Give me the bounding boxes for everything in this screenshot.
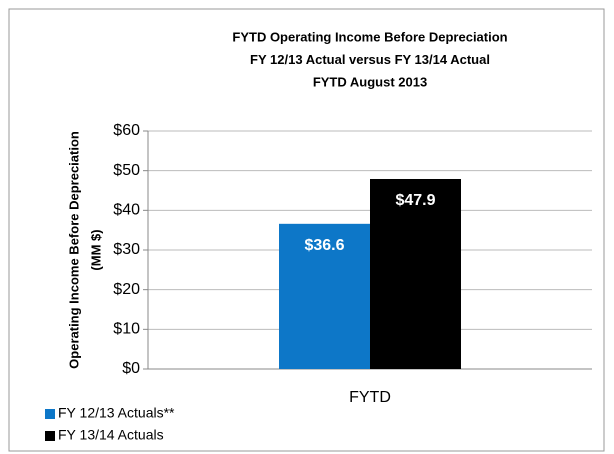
y-tick-label: $40 [113, 202, 140, 219]
legend-swatch [45, 409, 55, 419]
y-axis-label: Operating Income Before Depreciation [66, 131, 81, 369]
bar [370, 178, 461, 369]
bar [279, 223, 370, 369]
chart-title: FY 12/13 Actual versus FY 13/14 Actual [250, 52, 490, 67]
y-tick-label: $20 [113, 281, 140, 298]
y-axis-label: (MM $) [88, 229, 103, 270]
y-tick-label: $30 [113, 241, 140, 258]
legend-swatch [45, 431, 55, 441]
y-tick-label: $10 [113, 321, 140, 338]
y-tick-label: $50 [113, 162, 140, 179]
chart-title: FYTD August 2013 [313, 74, 427, 89]
y-tick-label: $0 [122, 360, 140, 377]
x-tick-label: FYTD [349, 389, 391, 406]
y-tick-label: $60 [113, 122, 140, 139]
value-label: $47.9 [395, 192, 435, 209]
value-label: $36.6 [304, 237, 344, 254]
legend-label: FY 13/14 Actuals [58, 427, 164, 443]
legend-label: FY 12/13 Actuals** [58, 405, 175, 421]
chart-title: FYTD Operating Income Before Depreciatio… [232, 29, 507, 44]
